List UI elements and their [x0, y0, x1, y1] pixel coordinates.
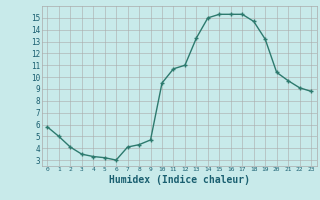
X-axis label: Humidex (Indice chaleur): Humidex (Indice chaleur) [109, 175, 250, 185]
